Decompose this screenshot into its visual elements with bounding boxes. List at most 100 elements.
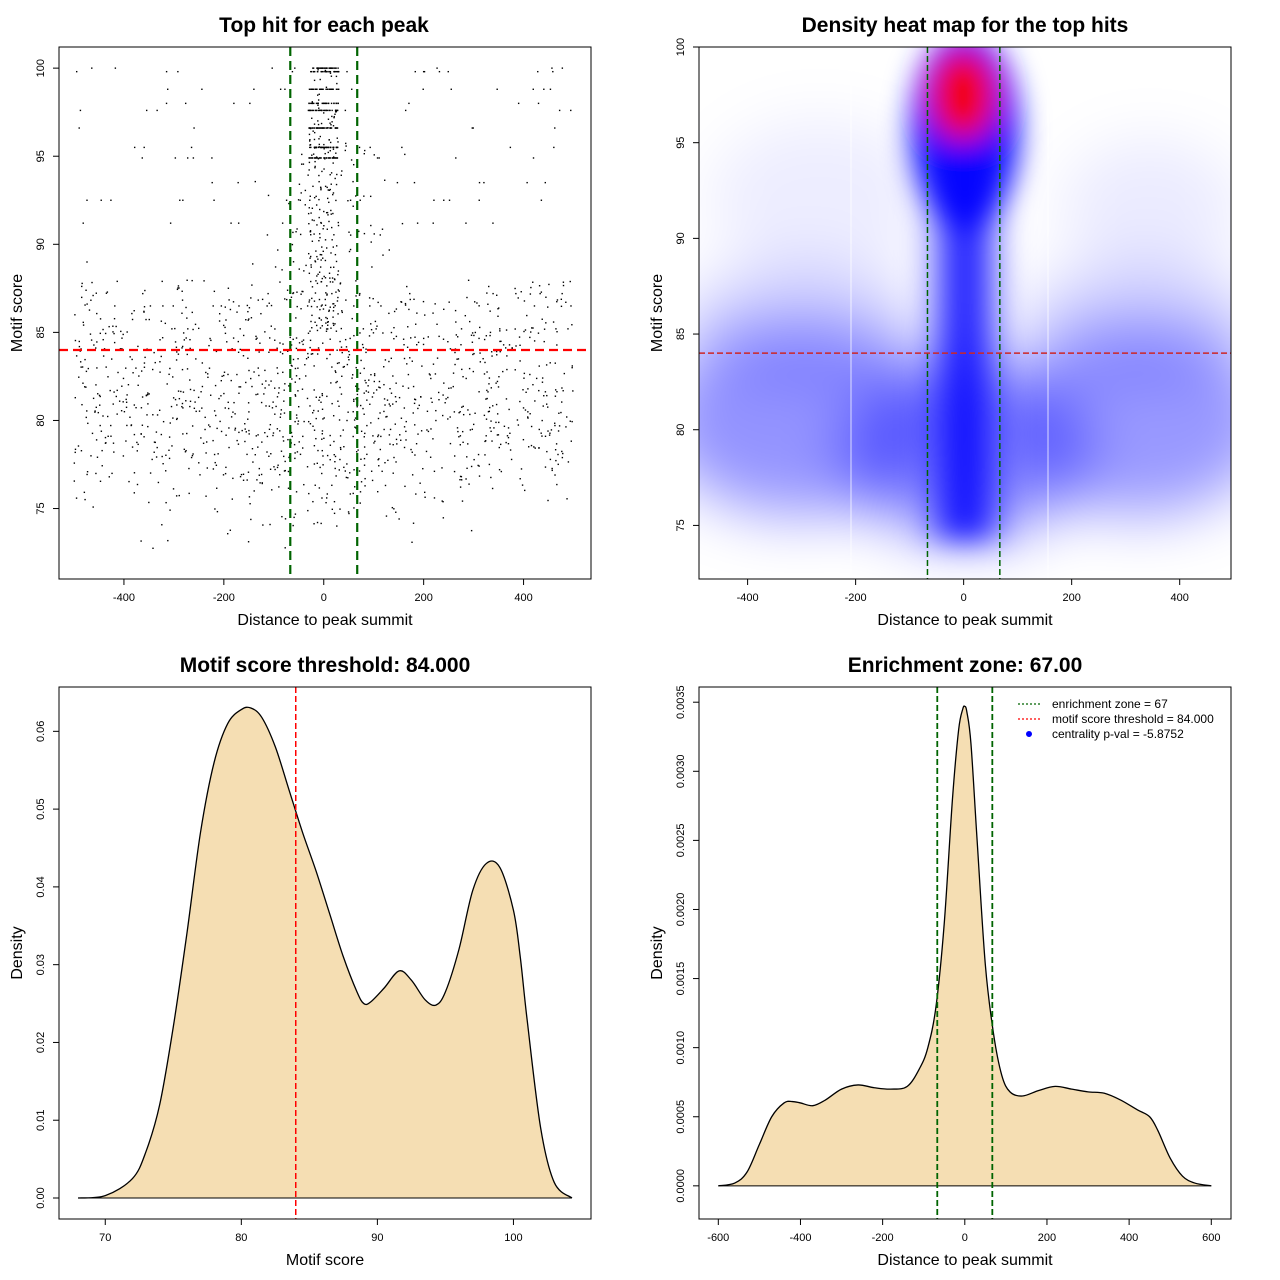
scatter-point <box>550 429 553 431</box>
scatter-point <box>335 157 337 159</box>
scatter-point <box>185 306 187 309</box>
scatter-point <box>520 291 522 293</box>
scatter-point <box>426 410 429 413</box>
scatter-point <box>177 70 179 73</box>
scatter-point <box>488 377 491 379</box>
y-axis-ticks: 0.000.010.020.030.040.050.06 <box>35 721 59 1209</box>
scatter-point <box>309 143 312 146</box>
scatter-point <box>547 430 549 432</box>
scatter-point <box>191 425 194 427</box>
scatter-point <box>276 396 279 398</box>
scatter-point <box>217 453 219 455</box>
scatter-point <box>315 146 318 149</box>
scatter-point <box>347 511 350 513</box>
scatter-point <box>335 146 337 149</box>
scatter-point <box>318 174 320 177</box>
scatter-point <box>223 371 226 373</box>
scatter-point <box>499 340 501 343</box>
scatter-point <box>366 399 368 401</box>
scatter-point <box>400 301 403 303</box>
scatter-point <box>313 196 316 199</box>
scatter-point <box>105 292 108 294</box>
scatter-point <box>432 438 434 440</box>
scatter-point <box>332 246 334 248</box>
scatter-point <box>331 239 333 241</box>
scatter-point <box>346 463 348 465</box>
scatter-point <box>274 339 276 341</box>
scatter-point <box>236 373 238 376</box>
scatter-point <box>523 300 526 302</box>
scatter-point <box>318 67 321 69</box>
scatter-point <box>145 318 147 321</box>
scatter-point <box>302 163 305 165</box>
scatter-point <box>276 347 278 349</box>
scatter-point <box>346 419 348 422</box>
scatter-point <box>314 321 316 323</box>
scatter-point <box>378 386 380 388</box>
scatter-point <box>326 211 329 214</box>
scatter-point <box>380 305 382 307</box>
scatter-point <box>321 146 323 149</box>
scatter-point <box>247 541 250 543</box>
scatter-point <box>135 406 137 409</box>
scatter-point <box>95 347 97 349</box>
scatter-point <box>538 389 540 392</box>
x-axis-label: Distance to peak summit <box>237 612 413 629</box>
scatter-point <box>283 400 285 402</box>
x-tick-label: -400 <box>113 592 135 604</box>
scatter-point <box>505 441 507 444</box>
scatter-point <box>377 458 379 461</box>
scatter-point <box>220 395 222 397</box>
scatter-point <box>506 355 508 357</box>
scatter-point <box>165 470 167 472</box>
scatter-point <box>113 451 115 453</box>
y-tick-label: 90 <box>35 238 47 250</box>
scatter-point <box>321 67 323 69</box>
scatter-point <box>102 338 104 341</box>
scatter-point <box>448 199 451 201</box>
scatter-point <box>188 492 190 495</box>
scatter-point <box>310 146 312 149</box>
scatter-point <box>188 467 190 470</box>
scatter-point <box>310 320 312 323</box>
scatter-point <box>532 157 535 159</box>
scatter-point <box>363 153 365 155</box>
scatter-point <box>133 492 136 494</box>
scatter-point <box>210 339 212 342</box>
scatter-point <box>220 430 223 433</box>
scatter-point <box>393 338 395 340</box>
scatter-point <box>373 154 375 156</box>
scatter-point <box>571 366 573 369</box>
scatter-point <box>313 131 316 134</box>
scatter-point <box>302 339 305 341</box>
scatter-point <box>325 146 327 149</box>
scatter-point <box>111 472 113 475</box>
y-tick-label: 90 <box>675 232 687 244</box>
scatter-point <box>551 469 553 472</box>
scatter-point <box>460 344 462 346</box>
scatter-point <box>256 479 258 481</box>
scatter-point <box>340 346 343 348</box>
scatter-point <box>325 102 327 105</box>
scatter-point <box>253 371 255 373</box>
scatter-point <box>530 331 532 333</box>
scatter-point <box>149 305 152 307</box>
scatter-point <box>89 333 92 335</box>
scatter-point <box>364 477 366 480</box>
scatter-point <box>298 441 300 443</box>
scatter-point <box>332 212 334 215</box>
scatter-point <box>540 432 542 434</box>
scatter-point <box>74 448 77 451</box>
scatter-point <box>97 393 99 395</box>
scatter-point <box>437 391 440 394</box>
scatter-point <box>303 270 305 272</box>
scatter-point <box>314 484 316 486</box>
scatter-point <box>383 366 385 368</box>
scatter-point <box>402 338 405 340</box>
scatter-point <box>317 120 319 122</box>
scatter-point <box>532 88 534 90</box>
scatter-point <box>82 324 85 326</box>
scatter-point <box>329 458 331 461</box>
scatter-point <box>343 466 345 469</box>
